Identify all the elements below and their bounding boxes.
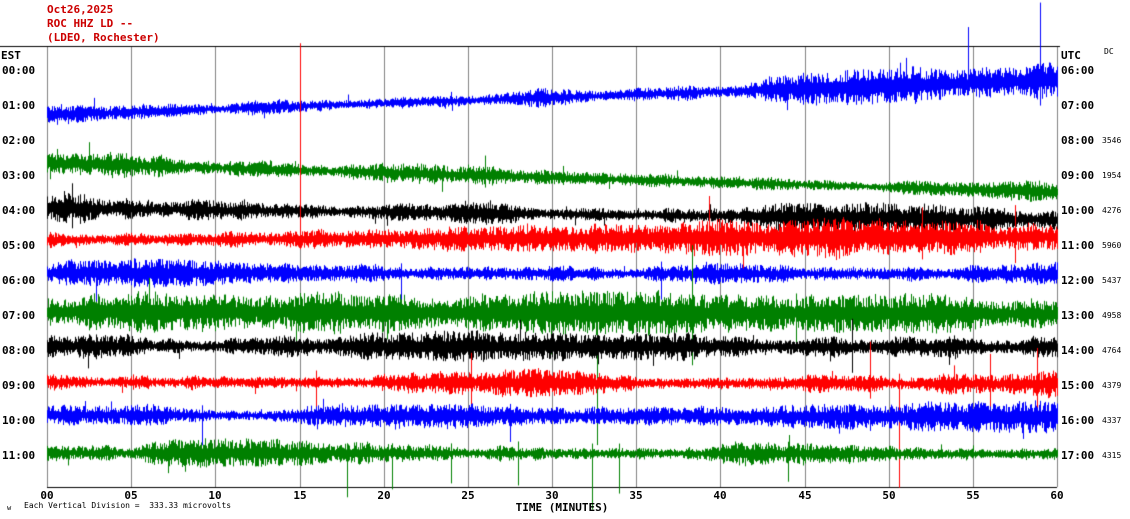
utc-time-label: 17:00	[1061, 449, 1095, 462]
scale-value: 4315	[1102, 451, 1122, 460]
left-axis-label: EST	[1, 49, 21, 62]
x-tick-label: 20	[377, 489, 391, 502]
est-time-label: 02:00	[2, 134, 36, 147]
scale-value: 3546	[1102, 136, 1122, 145]
x-tick-label: 35	[629, 489, 643, 502]
x-tick-label: 05	[124, 489, 138, 502]
footer-mark: w	[7, 504, 12, 512]
est-time-label: 04:00	[2, 204, 36, 217]
scale-value: 4379	[1102, 381, 1122, 390]
scale-value: 4958	[1102, 311, 1122, 320]
x-tick-label: 15	[293, 489, 307, 502]
x-tick-label: 60	[1050, 489, 1064, 502]
header-station: ROC HHZ LD --	[47, 17, 134, 30]
footer-note: Each Vertical Division = 333.33 microvol…	[24, 501, 232, 510]
est-time-label: 09:00	[2, 379, 36, 392]
scale-value: 4764	[1102, 346, 1122, 355]
utc-time-label: 15:00	[1061, 379, 1095, 392]
scale-value: 4337	[1102, 416, 1122, 425]
utc-time-label: 07:00	[1061, 99, 1095, 112]
est-time-label: 10:00	[2, 414, 36, 427]
utc-time-label: 11:00	[1061, 239, 1095, 252]
x-tick-label: 30	[545, 489, 559, 502]
utc-time-label: 16:00	[1061, 414, 1095, 427]
est-time-label: 07:00	[2, 309, 36, 322]
utc-time-label: 14:00	[1061, 344, 1095, 357]
header-location: (LDEO, Rochester)	[47, 31, 160, 44]
scale-value: 1954	[1102, 171, 1122, 180]
est-time-label: 00:00	[2, 64, 36, 77]
scale-value: 4276	[1102, 206, 1122, 215]
est-time-label: 03:00	[2, 169, 36, 182]
right-axis-label: UTC	[1061, 49, 1081, 62]
est-time-label: 11:00	[2, 449, 36, 462]
x-tick-label: 45	[798, 489, 812, 502]
est-time-label: 06:00	[2, 274, 36, 287]
x-tick-label: 50	[882, 489, 896, 502]
utc-time-label: 13:00	[1061, 309, 1095, 322]
x-tick-label: 55	[966, 489, 980, 502]
header-date: Oct26,2025	[47, 3, 114, 16]
utc-time-label: 10:00	[1061, 204, 1095, 217]
utc-time-label: 06:00	[1061, 64, 1095, 77]
x-tick-label: 00	[40, 489, 54, 502]
x-axis-title: TIME (MINUTES)	[515, 501, 609, 514]
x-tick-label: 10	[208, 489, 222, 502]
est-time-label: 01:00	[2, 99, 36, 112]
x-tick-label: 40	[713, 489, 727, 502]
est-time-label: 08:00	[2, 344, 36, 357]
scale-value: 5960	[1102, 241, 1122, 250]
dc-column-label: DC	[1104, 47, 1114, 56]
x-tick-label: 25	[461, 489, 475, 502]
scale-value: 5437	[1102, 276, 1122, 285]
utc-time-label: 12:00	[1061, 274, 1095, 287]
utc-time-label: 09:00	[1061, 169, 1095, 182]
est-time-label: 05:00	[2, 239, 36, 252]
utc-time-label: 08:00	[1061, 134, 1095, 147]
